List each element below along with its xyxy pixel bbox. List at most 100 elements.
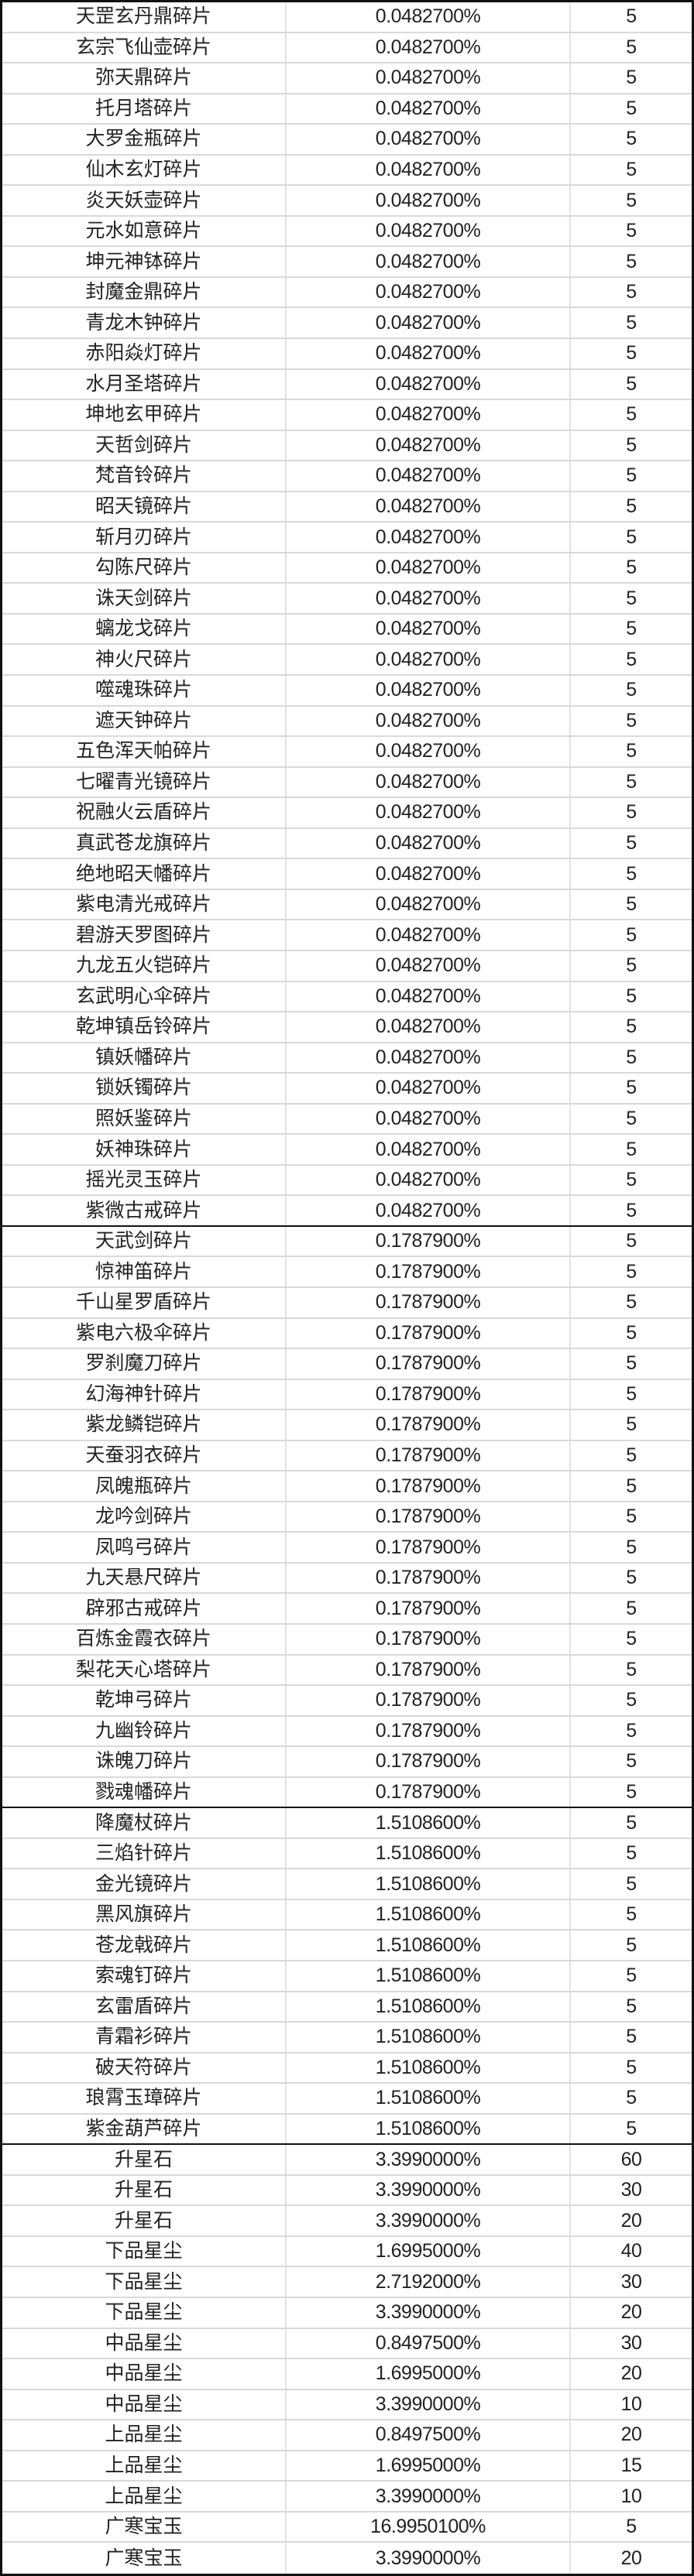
drop-rate-cell[interactable]: 0.0482700% — [287, 614, 571, 644]
drop-rate-cell[interactable]: 0.8497500% — [287, 2420, 571, 2450]
item-name-cell[interactable]: 下品星尘 — [2, 2267, 287, 2297]
item-name-cell[interactable]: 仙木玄灯碎片 — [2, 155, 287, 185]
quantity-cell[interactable]: 5 — [626, 1138, 637, 1160]
drop-rate-cell[interactable]: 0.0482700% — [287, 1074, 571, 1103]
quantity-cell[interactable]: 5 — [626, 679, 637, 701]
drop-rate-cell[interactable]: 0.0482700% — [287, 247, 571, 276]
drop-rate-cell[interactable]: 3.3990000% — [287, 2389, 571, 2420]
item-name-cell[interactable]: 紫龙鳞铠碎片 — [2, 1410, 287, 1440]
item-name-cell[interactable]: 青霜衫碎片 — [2, 2023, 287, 2052]
drop-rate-cell[interactable]: 0.1787900% — [287, 1747, 571, 1776]
quantity-cell[interactable]: 5 — [626, 1842, 637, 1865]
quantity-cell[interactable]: 5 — [626, 1321, 637, 1344]
item-name-cell[interactable]: 遮天钟碎片 — [2, 706, 287, 736]
item-name-cell[interactable]: 元水如意碎片 — [2, 216, 287, 246]
item-name-cell[interactable]: 五色浑天帕碎片 — [2, 737, 287, 766]
quantity-cell[interactable]: 5 — [626, 36, 637, 58]
quantity-cell[interactable]: 5 — [626, 1811, 637, 1834]
quantity-cell[interactable]: 10 — [620, 2393, 642, 2415]
item-name-cell[interactable]: 赤阳焱灯碎片 — [2, 339, 287, 368]
drop-rate-cell[interactable]: 0.0482700% — [287, 737, 571, 766]
item-name-cell[interactable]: 昭天镜碎片 — [2, 492, 287, 522]
drop-rate-cell[interactable]: 0.0482700% — [287, 1135, 571, 1164]
drop-rate-cell[interactable]: 0.1787900% — [287, 1471, 571, 1501]
drop-rate-cell[interactable]: 1.5108600% — [287, 2023, 571, 2052]
drop-rate-cell[interactable]: 0.0482700% — [287, 522, 571, 552]
drop-rate-cell[interactable]: 0.0482700% — [287, 186, 571, 215]
item-name-cell[interactable]: 升星石 — [2, 2145, 287, 2174]
item-name-cell[interactable]: 辟邪古戒碎片 — [2, 1594, 287, 1623]
drop-rate-cell[interactable]: 0.0482700% — [287, 1104, 571, 1134]
drop-rate-cell[interactable]: 3.3990000% — [287, 2145, 571, 2174]
item-name-cell[interactable]: 中品星尘 — [2, 2328, 287, 2358]
item-name-cell[interactable]: 天蚕羽衣碎片 — [2, 1440, 287, 1471]
quantity-cell[interactable]: 5 — [626, 1291, 637, 1314]
item-name-cell[interactable]: 封魔金鼎碎片 — [2, 277, 287, 307]
quantity-cell[interactable]: 5 — [626, 311, 637, 334]
item-name-cell[interactable]: 乾坤镇岳铃碎片 — [2, 1012, 287, 1042]
drop-rate-cell[interactable]: 0.1787900% — [287, 1287, 571, 1317]
item-name-cell[interactable]: 苍龙戟碎片 — [2, 1930, 287, 1960]
item-name-cell[interactable]: 索魂钉碎片 — [2, 1961, 287, 1991]
quantity-cell[interactable]: 5 — [626, 1475, 637, 1497]
quantity-cell[interactable]: 5 — [626, 342, 637, 365]
quantity-cell[interactable]: 5 — [626, 281, 637, 303]
item-name-cell[interactable]: 神火尺碎片 — [2, 645, 287, 675]
quantity-cell[interactable]: 5 — [626, 1444, 637, 1466]
quantity-cell[interactable]: 5 — [626, 1872, 637, 1895]
drop-rate-cell[interactable]: 16.9950100% — [287, 2512, 571, 2542]
item-name-cell[interactable]: 诛魄刀碎片 — [2, 1747, 287, 1776]
quantity-cell[interactable]: 20 — [620, 2424, 642, 2446]
quantity-cell[interactable]: 5 — [626, 1352, 637, 1375]
drop-rate-cell[interactable]: 3.3990000% — [287, 2298, 571, 2328]
quantity-cell[interactable]: 60 — [620, 2148, 642, 2170]
quantity-cell[interactable]: 5 — [626, 1567, 637, 1589]
quantity-cell[interactable]: 20 — [620, 2209, 642, 2232]
item-name-cell[interactable]: 水月圣塔碎片 — [2, 369, 287, 399]
drop-rate-cell[interactable]: 0.0482700% — [287, 308, 571, 338]
quantity-cell[interactable]: 5 — [626, 954, 637, 977]
item-name-cell[interactable]: 紫电六极伞碎片 — [2, 1318, 287, 1348]
item-name-cell[interactable]: 螭龙戈碎片 — [2, 614, 287, 644]
item-name-cell[interactable]: 九龙五火铠碎片 — [2, 951, 287, 981]
quantity-cell[interactable]: 5 — [626, 985, 637, 1007]
quantity-cell[interactable]: 5 — [626, 220, 637, 242]
item-name-cell[interactable]: 炎天妖壶碎片 — [2, 186, 287, 215]
drop-rate-cell[interactable]: 0.1787900% — [287, 1502, 571, 1532]
drop-rate-cell[interactable]: 0.0482700% — [287, 920, 571, 950]
item-name-cell[interactable]: 噬魂珠碎片 — [2, 676, 287, 705]
item-name-cell[interactable]: 黑风旗碎片 — [2, 1899, 287, 1930]
drop-rate-cell[interactable]: 0.1787900% — [287, 1594, 571, 1623]
drop-rate-cell[interactable]: 0.1787900% — [287, 1533, 571, 1562]
drop-rate-cell[interactable]: 0.0482700% — [287, 951, 571, 981]
drop-rate-cell[interactable]: 0.0482700% — [287, 553, 571, 583]
quantity-cell[interactable]: 5 — [626, 1628, 637, 1650]
drop-rate-cell[interactable]: 1.5108600% — [287, 2053, 571, 2083]
quantity-cell[interactable]: 5 — [626, 648, 637, 670]
quantity-cell[interactable]: 5 — [626, 2118, 637, 2139]
drop-rate-cell[interactable]: 0.1787900% — [287, 1318, 571, 1348]
item-name-cell[interactable]: 梵音铃碎片 — [2, 461, 287, 491]
drop-rate-cell[interactable]: 0.0482700% — [287, 33, 571, 63]
quantity-cell[interactable]: 5 — [626, 1780, 637, 1803]
item-name-cell[interactable]: 下品星尘 — [2, 2298, 287, 2328]
item-name-cell[interactable]: 中品星尘 — [2, 2389, 287, 2420]
drop-rate-cell[interactable]: 3.3990000% — [287, 2206, 571, 2235]
quantity-cell[interactable]: 5 — [626, 1934, 637, 1956]
drop-rate-cell[interactable]: 1.5108600% — [287, 1992, 571, 2022]
quantity-cell[interactable]: 5 — [626, 923, 637, 946]
drop-rate-cell[interactable]: 0.1787900% — [287, 1440, 571, 1471]
item-name-cell[interactable]: 上品星尘 — [2, 2482, 287, 2511]
drop-rate-cell[interactable]: 1.5108600% — [287, 1930, 571, 1960]
quantity-cell[interactable]: 5 — [626, 128, 637, 150]
item-name-cell[interactable]: 紫金葫芦碎片 — [2, 2114, 287, 2144]
quantity-cell[interactable]: 5 — [626, 587, 637, 609]
quantity-cell[interactable]: 5 — [626, 862, 637, 885]
item-name-cell[interactable]: 乾坤弓碎片 — [2, 1686, 287, 1715]
drop-rate-cell[interactable]: 3.3990000% — [287, 2175, 571, 2205]
item-name-cell[interactable]: 琅霄玉璋碎片 — [2, 2084, 287, 2113]
drop-rate-cell[interactable]: 0.0482700% — [287, 676, 571, 705]
item-name-cell[interactable]: 龙吟剑碎片 — [2, 1502, 287, 1532]
drop-rate-cell[interactable]: 0.8497500% — [287, 2328, 571, 2358]
drop-rate-cell[interactable]: 0.0482700% — [287, 63, 571, 93]
